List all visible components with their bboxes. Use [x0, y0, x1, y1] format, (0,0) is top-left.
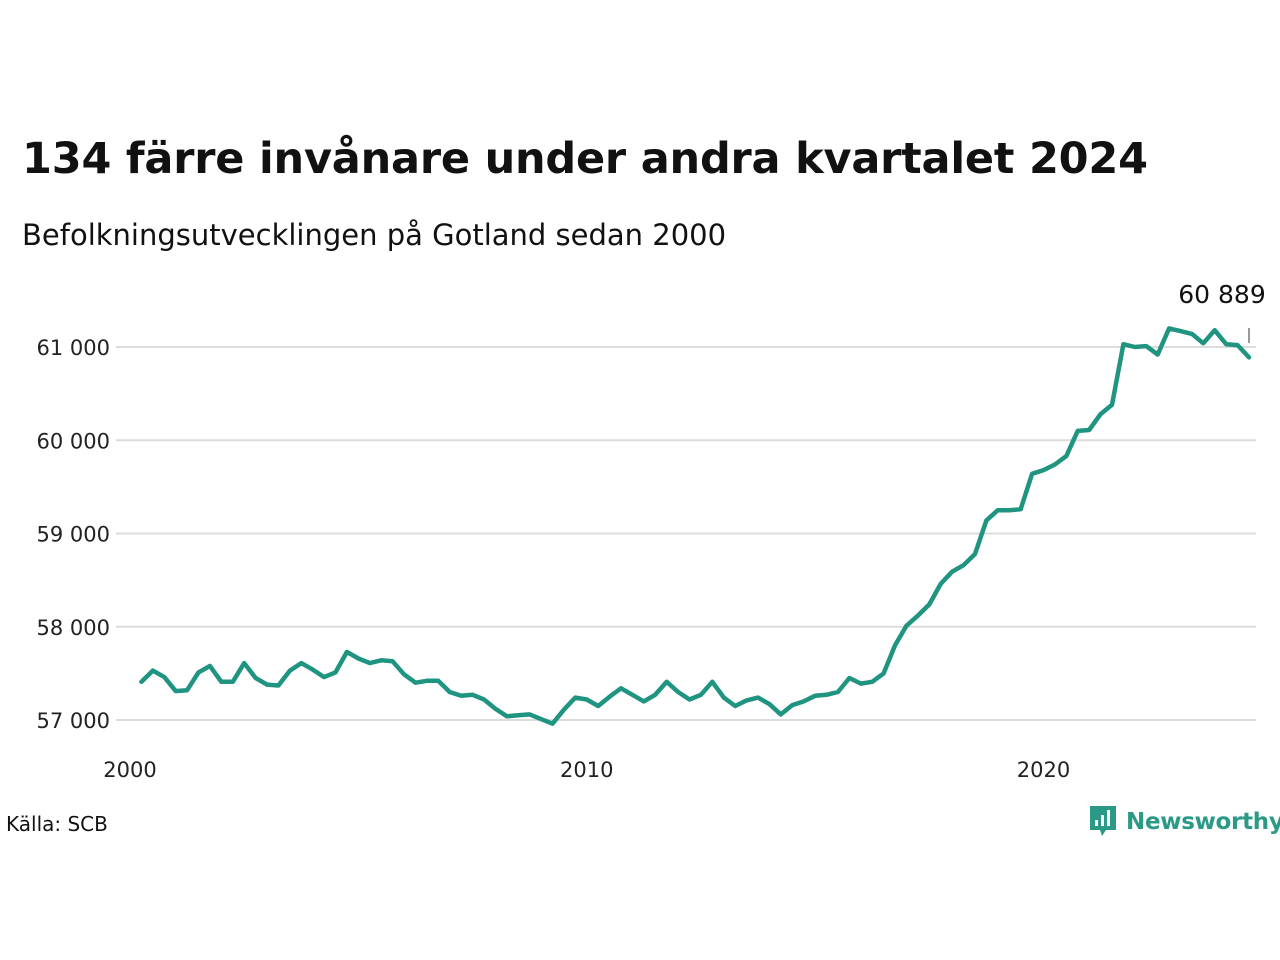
brand-logo[interactable]: Newsworthy — [1088, 804, 1280, 840]
y-tick-label: 61 000 — [37, 336, 110, 360]
y-tick-label: 58 000 — [37, 616, 110, 640]
last-value-label: 60 889 — [1178, 280, 1265, 309]
x-tick-label: 2000 — [103, 758, 156, 782]
brand-name: Newsworthy — [1126, 809, 1280, 835]
source-note: Källa: SCB — [6, 812, 108, 836]
y-tick-label: 59 000 — [37, 523, 110, 547]
y-axis-ticks: 57 000 58 000 59 000 60 000 61 000 — [37, 336, 110, 733]
x-axis-ticks: 2000 2010 2020 — [103, 758, 1070, 782]
x-tick-label: 2020 — [1017, 758, 1070, 782]
gridlines — [116, 346, 1256, 721]
y-tick-label: 60 000 — [37, 429, 110, 453]
x-tick-label: 2010 — [560, 758, 613, 782]
chart-title: 134 färre invånare under andra kvartalet… — [22, 134, 1148, 184]
y-tick-label: 57 000 — [37, 709, 110, 733]
chart-subtitle: Befolkningsutvecklingen på Gotland sedan… — [22, 218, 727, 252]
newsworthy-logo-icon — [1090, 806, 1116, 836]
series-line — [139, 326, 1252, 726]
